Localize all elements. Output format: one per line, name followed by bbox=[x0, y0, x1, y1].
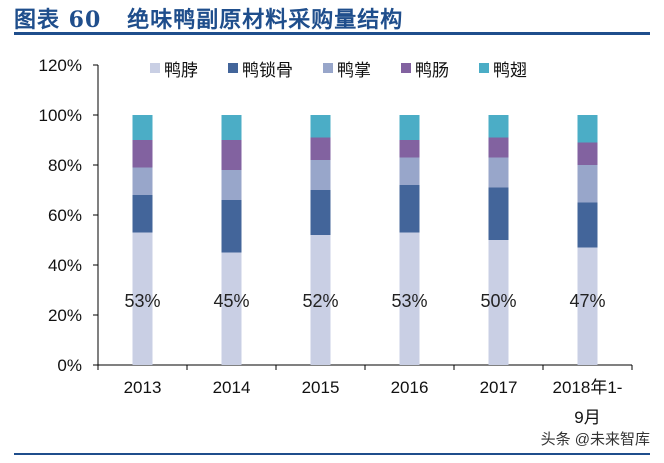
watermark: 头条 @未来智库 bbox=[540, 431, 650, 448]
bar-segment-鸭锁骨 bbox=[488, 187, 509, 240]
bar-segment-鸭锁骨 bbox=[310, 190, 331, 235]
data-label: 52% bbox=[302, 291, 338, 311]
x-tick-label: 2014 bbox=[213, 378, 251, 397]
legend-swatch bbox=[479, 63, 489, 73]
x-tick-label: 2015 bbox=[302, 378, 340, 397]
bar-segment-鸭翅 bbox=[132, 115, 153, 140]
legend-swatch bbox=[150, 63, 160, 73]
bar-segment-鸭掌 bbox=[132, 167, 153, 195]
legend-label: 鸭肠 bbox=[415, 61, 449, 80]
y-tick-label: 20% bbox=[48, 306, 82, 325]
legend-swatch bbox=[401, 63, 411, 73]
bar-segment-鸭翅 bbox=[488, 115, 509, 138]
x-tick-label: 2018年1- bbox=[553, 378, 623, 397]
bar-segment-鸭掌 bbox=[310, 160, 331, 190]
bar-segment-鸭肠 bbox=[132, 140, 153, 168]
bar-segment-鸭脖 bbox=[577, 247, 598, 365]
x-tick-label: 2013 bbox=[124, 378, 162, 397]
bar-segment-鸭脖 bbox=[488, 240, 509, 365]
data-label: 53% bbox=[391, 291, 427, 311]
bar-segment-鸭肠 bbox=[221, 140, 242, 170]
legend-label: 鸭锁骨 bbox=[242, 61, 293, 80]
bar-segment-鸭掌 bbox=[577, 165, 598, 203]
bar-segment-鸭锁骨 bbox=[577, 202, 598, 248]
bar-segment-鸭锁骨 bbox=[399, 185, 420, 233]
x-tick-label: 9月 bbox=[574, 408, 600, 427]
bar-segment-鸭肠 bbox=[488, 137, 509, 158]
legend-label: 鸭脖 bbox=[164, 61, 198, 80]
legend-swatch bbox=[323, 63, 333, 73]
bar-segment-鸭翅 bbox=[577, 115, 598, 143]
data-label: 50% bbox=[480, 291, 516, 311]
bar-segment-鸭脖 bbox=[399, 232, 420, 365]
y-tick-label: 60% bbox=[48, 206, 82, 225]
bar-segment-鸭肠 bbox=[577, 142, 598, 165]
y-tick-label: 0% bbox=[57, 356, 82, 375]
data-label: 45% bbox=[213, 291, 249, 311]
bar-segment-鸭脖 bbox=[310, 235, 331, 365]
y-tick-label: 40% bbox=[48, 256, 82, 275]
bar-segment-鸭掌 bbox=[399, 157, 420, 185]
bar-segment-鸭锁骨 bbox=[132, 195, 153, 233]
y-tick-label: 100% bbox=[39, 106, 82, 125]
figure-title: 图表 60 绝味鸭副原材料采购量结构 bbox=[14, 7, 404, 33]
bar-segment-鸭掌 bbox=[488, 157, 509, 188]
bar-segment-鸭翅 bbox=[221, 115, 242, 140]
bar-segment-鸭翅 bbox=[399, 115, 420, 140]
bar-segment-鸭肠 bbox=[399, 140, 420, 158]
legend-label: 鸭翅 bbox=[493, 61, 527, 80]
bar-segment-鸭脖 bbox=[132, 232, 153, 365]
bar-segment-鸭翅 bbox=[310, 115, 331, 138]
title-underline bbox=[14, 32, 650, 35]
bar-segment-鸭掌 bbox=[221, 170, 242, 200]
legend-label: 鸭掌 bbox=[337, 61, 371, 80]
legend-swatch bbox=[228, 63, 238, 73]
data-label: 53% bbox=[124, 291, 160, 311]
bar-segment-鸭肠 bbox=[310, 137, 331, 160]
bar-segment-鸭脖 bbox=[221, 252, 242, 365]
bar-segment-鸭锁骨 bbox=[221, 200, 242, 253]
y-tick-label: 80% bbox=[48, 156, 82, 175]
data-label: 47% bbox=[569, 291, 605, 311]
x-tick-label: 2017 bbox=[480, 378, 518, 397]
x-tick-label: 2016 bbox=[391, 378, 429, 397]
y-tick-label: 120% bbox=[39, 56, 82, 75]
bottom-rule bbox=[14, 453, 650, 455]
